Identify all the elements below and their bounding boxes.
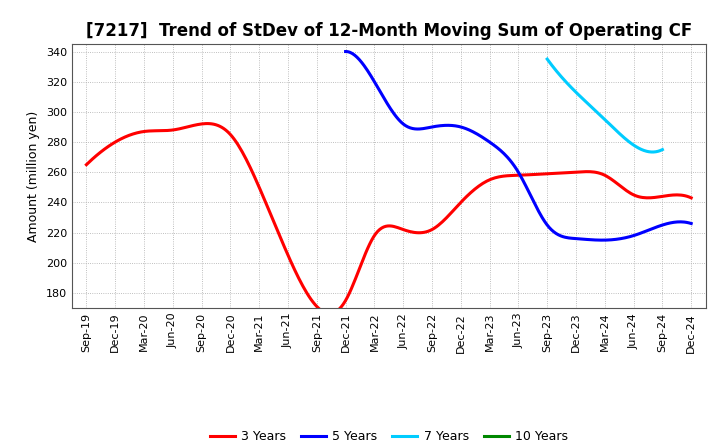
5 Years (341, 49, 350, 54)
Y-axis label: Amount (million yen): Amount (million yen) (27, 110, 40, 242)
3 Years (634, 194, 643, 199)
7 Years (613, 129, 622, 135)
7 Years (611, 128, 620, 133)
7 Years (658, 147, 667, 152)
5 Years (553, 231, 562, 237)
3 Years (204, 121, 212, 126)
Line: 7 Years: 7 Years (547, 59, 662, 152)
3 Years (596, 171, 605, 176)
5 Years (546, 226, 554, 231)
7 Years (543, 56, 552, 62)
3 Years (456, 200, 465, 205)
3 Years (444, 213, 453, 218)
Line: 5 Years: 5 Years (346, 51, 691, 240)
5 Years (656, 223, 665, 228)
7 Years (640, 148, 649, 153)
5 Years (547, 227, 556, 232)
3 Years (446, 211, 455, 216)
3 Years (687, 195, 696, 201)
5 Years (687, 221, 696, 226)
7 Years (544, 57, 552, 62)
5 Years (634, 231, 642, 237)
5 Years (343, 49, 351, 54)
Title: [7217]  Trend of StDev of 12-Month Moving Sum of Operating CF: [7217] Trend of StDev of 12-Month Moving… (86, 22, 692, 40)
3 Years (84, 160, 93, 165)
5 Years (598, 238, 606, 243)
7 Years (648, 150, 657, 155)
Line: 3 Years: 3 Years (86, 124, 691, 314)
7 Years (611, 127, 620, 132)
7 Years (647, 149, 656, 154)
Legend: 3 Years, 5 Years, 7 Years, 10 Years: 3 Years, 5 Years, 7 Years, 10 Years (204, 425, 573, 440)
3 Years (325, 311, 333, 316)
3 Years (82, 162, 91, 167)
